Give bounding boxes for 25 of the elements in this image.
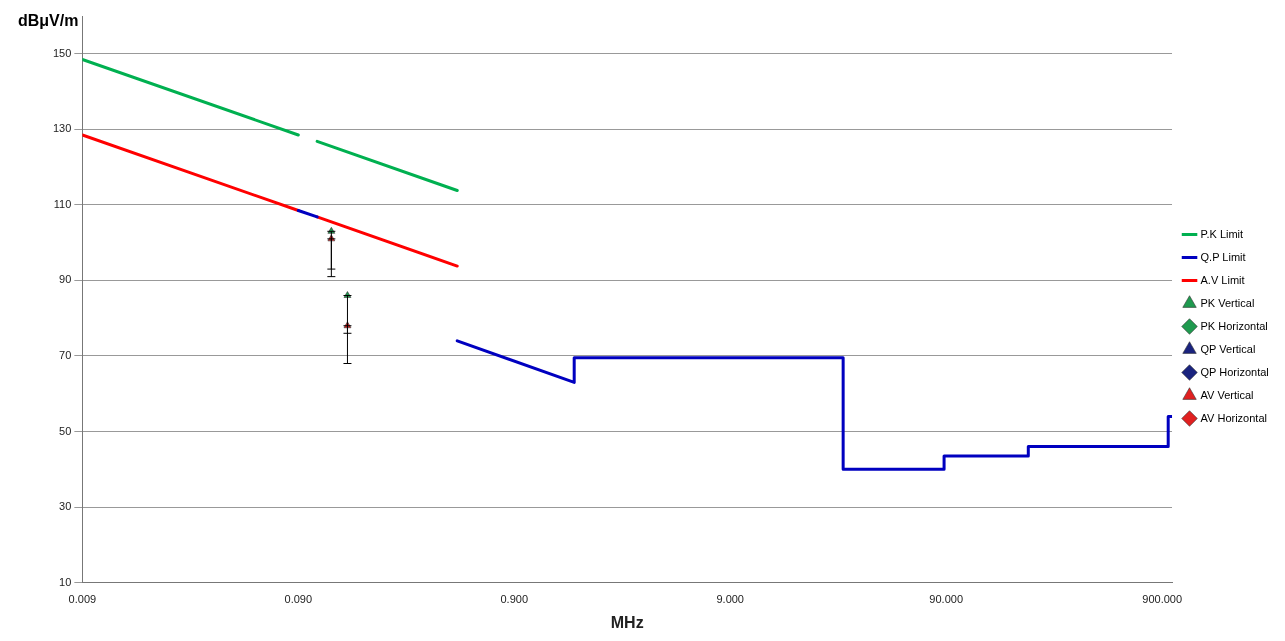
y-axis-title: dBμV/m	[18, 12, 79, 30]
legend-label: PK Vertical	[1200, 296, 1255, 309]
y-tick-label: 70	[59, 348, 72, 361]
legend-label: PK Horizontal	[1200, 319, 1268, 332]
x-tick-label: 9.000	[716, 593, 744, 606]
legend-label: QP Vertical	[1200, 342, 1256, 355]
legend-label: Q.P Limit	[1200, 250, 1246, 263]
y-tick-label: 50	[59, 424, 72, 437]
legend-label: AV Vertical	[1200, 388, 1254, 401]
x-tick-label: 0.090	[284, 593, 313, 606]
y-tick-label: 130	[52, 122, 72, 135]
legend-label: QP Horizontal	[1200, 365, 1269, 378]
x-tick-label: 0.009	[68, 593, 97, 606]
x-axis-title: MHz	[610, 613, 644, 631]
y-tick-label: 150	[52, 46, 72, 59]
legend-label: AV Horizontal	[1200, 411, 1267, 424]
y-tick-label: 10	[59, 575, 72, 588]
y-tick-label: 110	[53, 197, 72, 210]
x-tick-label: 0.900	[500, 593, 529, 606]
x-tick-label: 90.000	[929, 593, 964, 606]
y-tick-label: 30	[59, 500, 72, 513]
y-tick-label: 90	[59, 273, 72, 286]
legend-label: P.K Limit	[1200, 227, 1244, 240]
legend-label: A.V Limit	[1200, 273, 1245, 286]
x-tick-label: 900.000	[1142, 593, 1183, 606]
